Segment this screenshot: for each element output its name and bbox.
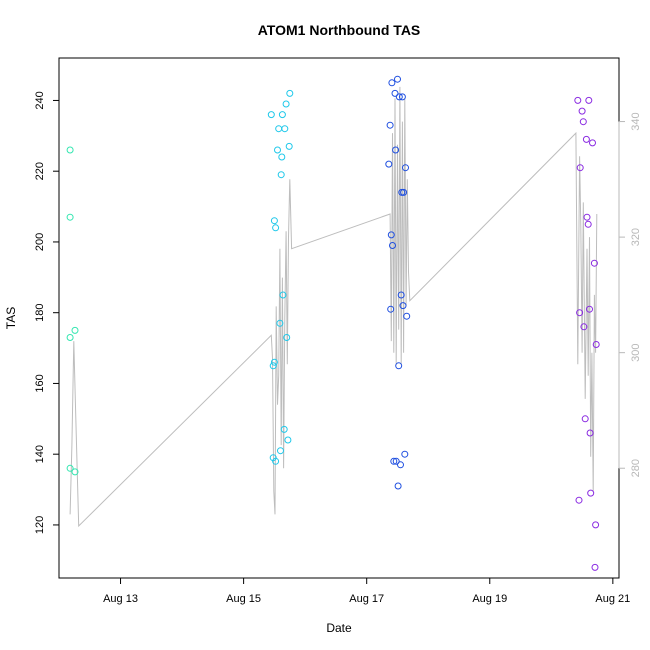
- data-point-series-2: [272, 224, 280, 232]
- data-point-series-1: [71, 326, 79, 334]
- data-point-series-4: [574, 96, 582, 104]
- data-point-series-2: [276, 319, 284, 327]
- data-point-series-2: [286, 89, 294, 97]
- data-point-series-3: [387, 305, 395, 313]
- y2-axis: 280 300 320 340: [618, 112, 642, 477]
- data-point-series-3: [390, 457, 398, 465]
- plot-frame: [58, 57, 620, 579]
- x-axis-label: Date: [326, 621, 352, 635]
- data-point-series-3: [388, 79, 396, 87]
- data-point-series-3: [394, 482, 402, 490]
- x-axis: Aug 13 Aug 15 Aug 17 Aug 19 Aug 21: [103, 577, 630, 605]
- overlay-line: [69, 86, 598, 528]
- data-point-series-1: [66, 213, 74, 221]
- data-point-series-3: [389, 242, 396, 249]
- data-point-series-2: [275, 125, 283, 133]
- chart-title: ATOM1 Northbound TAS: [258, 22, 421, 38]
- data-point-series-2: [274, 146, 281, 154]
- data-point-series-4: [583, 213, 591, 221]
- data-point-series-4: [586, 305, 593, 313]
- data-point-series-2: [281, 125, 289, 133]
- data-point-series-2: [270, 217, 278, 225]
- data-point-series-3: [401, 450, 409, 458]
- data-point-series-4: [576, 164, 584, 172]
- data-point-series-3: [397, 461, 404, 469]
- y-tick-label: 220: [34, 162, 46, 180]
- data-point-series-3: [403, 312, 411, 320]
- y2-tick-label: 320: [630, 228, 642, 246]
- data-point-series-1: [66, 146, 74, 154]
- data-point-series-2: [283, 334, 291, 341]
- data-point-series-3: [397, 291, 405, 299]
- data-point-series-3: [402, 164, 409, 172]
- data-point-series-3: [392, 146, 400, 154]
- data-point-series-1: [66, 334, 74, 341]
- data-point-series-3: [386, 121, 394, 129]
- data-point-series-4: [584, 220, 592, 228]
- data-point-series-4: [585, 96, 593, 104]
- data-point-series-4: [590, 259, 598, 267]
- x-tick-label: Aug 13: [103, 593, 138, 605]
- points-layer: [66, 75, 600, 571]
- data-point-series-3: [400, 188, 408, 196]
- x-tick-label: Aug 15: [226, 593, 261, 605]
- y-tick-label: 180: [34, 304, 46, 322]
- data-point-series-2: [277, 447, 284, 455]
- data-point-series-2: [282, 100, 290, 108]
- data-point-series-2: [269, 454, 277, 462]
- data-point-series-2: [269, 362, 277, 370]
- data-point-series-2: [267, 111, 275, 119]
- y-tick-label: 120: [34, 516, 46, 534]
- data-point-series-3: [399, 302, 407, 310]
- y-tick-label: 140: [34, 445, 46, 463]
- overlay-line-layer: [69, 86, 598, 528]
- data-point-series-2: [284, 436, 292, 444]
- y2-tick-label: 280: [630, 459, 642, 477]
- data-point-series-1: [71, 468, 79, 476]
- data-point-series-2: [280, 425, 288, 433]
- data-point-series-2: [278, 153, 286, 161]
- data-point-series-2: [277, 171, 285, 179]
- data-point-series-3: [391, 89, 399, 97]
- data-point-series-4: [576, 309, 584, 317]
- y2-tick-label: 300: [630, 343, 642, 361]
- data-point-series-2: [278, 111, 286, 119]
- y-tick-label: 160: [34, 374, 46, 392]
- data-point-series-4: [578, 107, 586, 115]
- y-axis: 120 140 160 180 200 220 240: [34, 91, 60, 534]
- data-point-series-3: [395, 362, 403, 370]
- data-point-series-4: [587, 489, 595, 497]
- data-point-series-4: [581, 415, 589, 423]
- data-point-series-4: [586, 429, 594, 437]
- data-point-series-4: [579, 118, 587, 126]
- y-tick-label: 200: [34, 233, 46, 251]
- y-tick-label: 240: [34, 91, 46, 109]
- data-point-series-2: [272, 457, 280, 465]
- x-tick-label: Aug 21: [595, 593, 630, 605]
- x-tick-label: Aug 17: [349, 593, 384, 605]
- data-point-series-4: [589, 139, 596, 147]
- data-point-series-3: [392, 457, 400, 465]
- data-point-series-2: [279, 291, 287, 299]
- y-axis-label: TAS: [4, 307, 18, 329]
- data-point-series-4: [582, 135, 590, 143]
- data-point-series-3: [395, 93, 403, 101]
- data-point-series-1: [66, 464, 74, 472]
- data-point-series-3: [385, 160, 393, 168]
- data-point-series-4: [591, 563, 599, 571]
- data-point-series-2: [285, 142, 293, 150]
- y2-tick-label: 340: [630, 112, 642, 130]
- data-point-series-4: [592, 341, 600, 348]
- data-point-series-4: [575, 496, 583, 504]
- data-point-series-4: [580, 323, 588, 331]
- data-point-series-3: [398, 93, 406, 101]
- data-point-series-4: [592, 521, 600, 529]
- data-point-series-3: [394, 75, 401, 83]
- data-point-series-3: [387, 231, 395, 239]
- x-tick-label: Aug 19: [472, 593, 507, 605]
- data-point-series-2: [270, 358, 278, 366]
